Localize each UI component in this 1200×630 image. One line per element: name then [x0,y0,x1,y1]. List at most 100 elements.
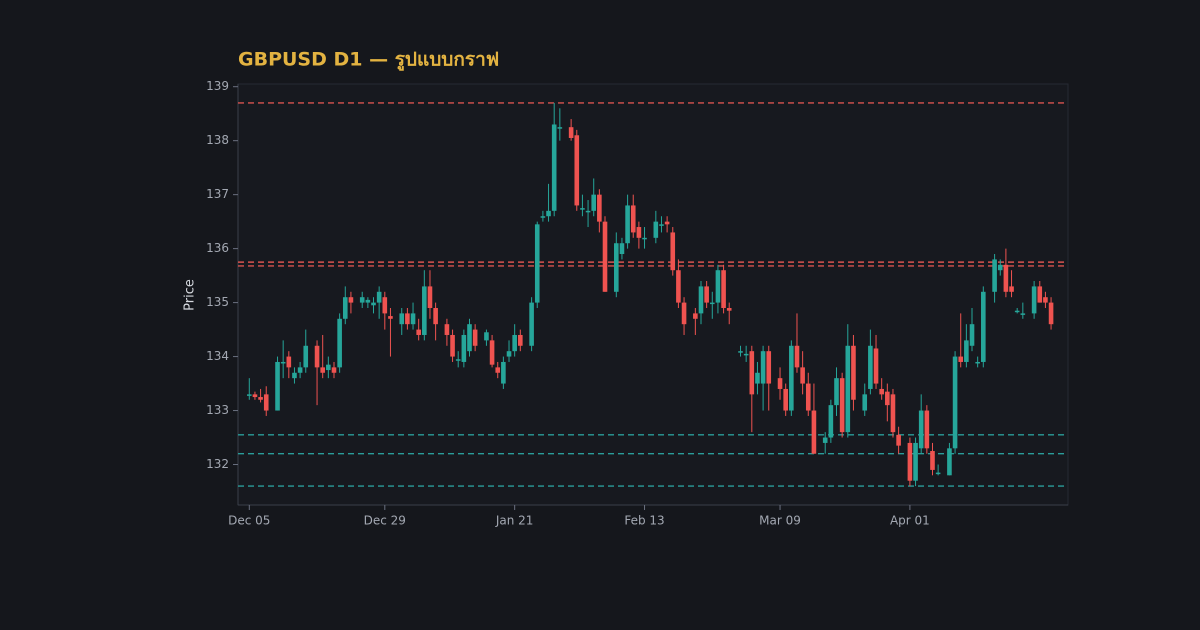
candle-body [326,364,331,371]
candle-body [551,124,557,211]
candle-body [811,410,817,454]
candle-body [981,291,986,362]
candle-body [851,345,856,400]
y-tick-label: 137 [206,187,229,201]
candle-body [342,297,348,319]
candle-body [286,356,292,368]
candle-body [630,205,636,233]
candle-body [907,442,913,481]
candle-body [964,340,969,362]
candle-body [800,367,805,384]
candle-body [540,216,546,218]
candle-body [529,302,534,346]
candle-body [760,351,766,384]
candle-body [693,313,698,319]
candle-body [681,302,687,325]
candle-body [568,127,574,138]
candle-body [518,334,523,346]
candle-body [704,286,709,303]
candle-body [252,394,258,398]
candle-body [890,394,896,433]
candle-body [653,221,659,238]
candle-body [885,391,890,406]
candle-body [1009,286,1014,292]
candle-body [636,227,642,238]
candle-body [455,359,461,361]
candle-body [399,313,405,325]
candle-body [376,291,382,303]
candle-body [297,367,303,373]
candle-body [958,356,964,362]
candle-body [930,451,935,470]
candle-body [997,264,1003,271]
candle-body [1020,313,1026,315]
x-tick-label: Apr 01 [890,514,930,528]
y-axis-label: Price [183,279,198,311]
candle-body [828,405,834,438]
candle-body [913,442,918,481]
x-tick-label: Feb 13 [624,514,664,528]
candle-body [896,434,901,446]
candle-body [1014,310,1020,313]
y-tick-label: 138 [206,133,229,147]
x-tick-label: Dec 29 [364,514,406,528]
candle-body [789,345,794,411]
candle-body [275,361,280,411]
candle-body [501,361,506,384]
candle-body [246,394,252,396]
candle-body [484,332,489,341]
candle-body [388,316,393,319]
candle-body [755,372,760,384]
candle-body [371,302,376,306]
candle-body [975,361,980,364]
candle-body [546,210,551,217]
candle-body [642,237,647,240]
candle-body [845,345,851,433]
candle-body [580,208,585,210]
candle-body [1037,286,1043,303]
candle-body [331,367,337,373]
candle-body [664,221,670,225]
candle-body [365,299,371,303]
candle-body [574,135,580,206]
candle-body [320,367,325,373]
candle-body [947,448,952,476]
candle-body [749,351,755,395]
candle-body [557,127,563,129]
candle-body [670,232,676,271]
candle-body [834,378,839,406]
candle-body [1043,297,1048,303]
chart-title: GBPUSD D1 — รูปแบบกราฟ [238,49,499,72]
y-tick-label: 135 [206,295,229,309]
candle-body [805,383,811,411]
candle-body [935,472,941,475]
candle-body [534,224,540,303]
candle-body [506,351,512,357]
y-tick-label: 139 [206,79,229,93]
candle-body [743,353,749,356]
candle-body [777,378,783,389]
candle-body [839,378,845,433]
candle-body [427,286,433,308]
y-tick-label: 136 [206,241,229,255]
candle-body [348,297,354,303]
candle-body [822,437,828,443]
candle-body [952,356,958,449]
candle-body [410,313,416,325]
candle-body [715,270,721,303]
candle-body [992,259,997,292]
candle-body [433,307,438,325]
candle-body [698,286,704,314]
candle-body [879,388,884,395]
candle-body [613,243,619,292]
candle-body [303,345,309,368]
candle-body [314,345,320,368]
candle-body [676,270,681,303]
candle-body [709,302,715,305]
candle-body [1048,302,1054,325]
candle-body [450,334,455,357]
candle-body [924,410,930,449]
candle-body [1003,264,1009,292]
